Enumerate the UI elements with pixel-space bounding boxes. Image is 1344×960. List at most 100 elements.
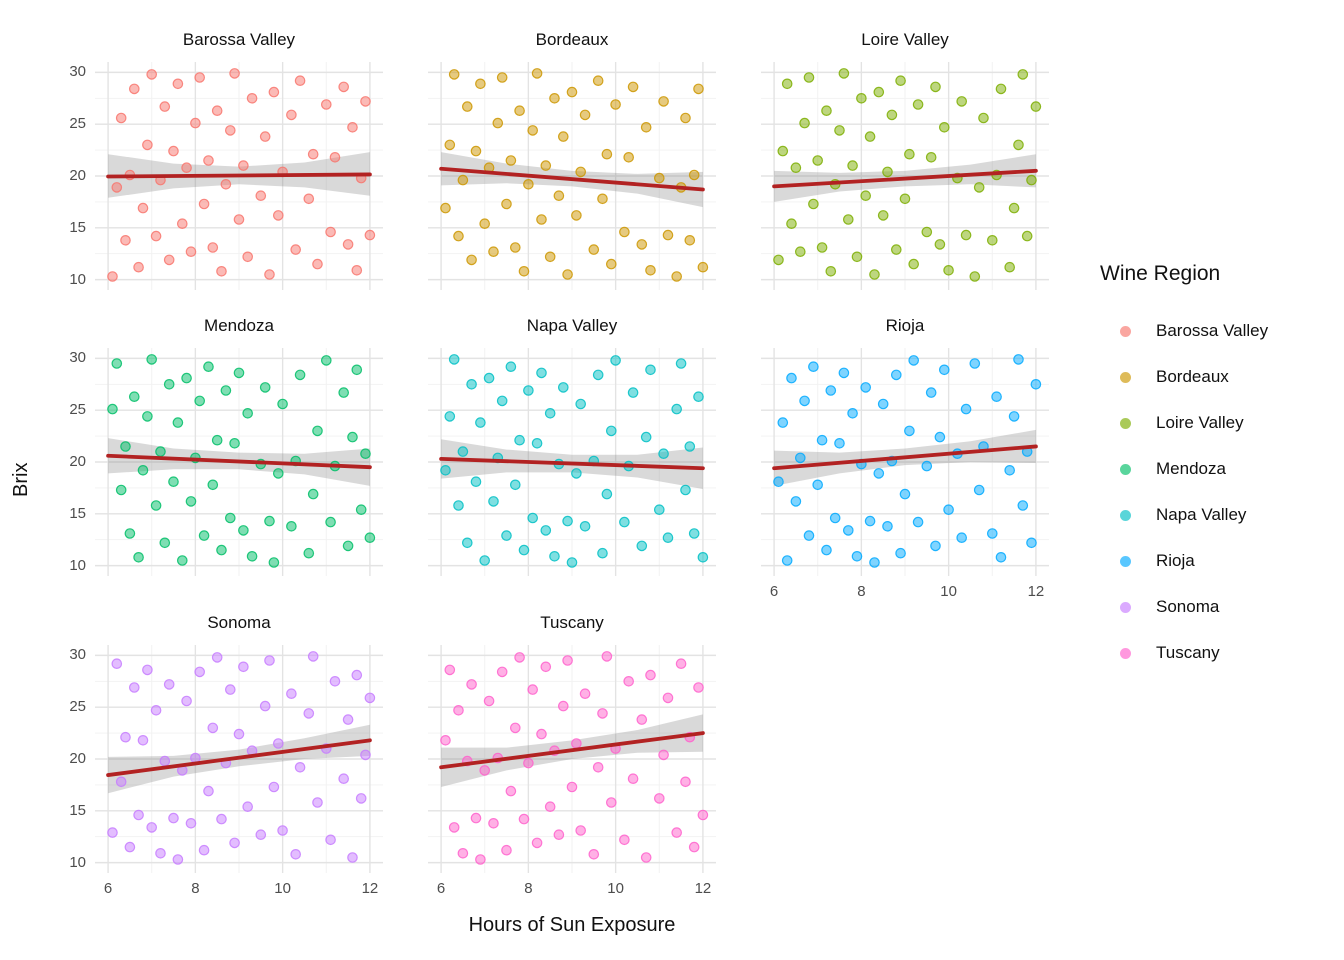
panel-plot [428, 62, 716, 290]
panel-title: Bordeaux [535, 30, 609, 49]
panel-title: Loire Valley [861, 30, 949, 49]
facet-panel-rioja: Rioja [761, 316, 1049, 576]
data-points [440, 651, 709, 865]
x-tick-label: 8 [191, 880, 200, 897]
x-tick-label: 12 [694, 880, 712, 897]
facet-panel-napa-valley: Napa Valley [428, 316, 716, 576]
legend-item-label: Tuscany [1156, 643, 1220, 662]
trend-line [106, 738, 372, 777]
trend-line [772, 444, 1038, 471]
trend-line [106, 172, 372, 179]
legend-item-barossa-valley: Barossa Valley [1100, 308, 1340, 354]
legend-item-label: Loire Valley [1156, 413, 1244, 432]
gridlines [95, 645, 383, 873]
facet-panel-mendoza: Mendoza [95, 316, 383, 576]
trend-line [439, 456, 705, 471]
legend-point-icon [1120, 647, 1131, 659]
y-tick-label: 15 [69, 801, 86, 819]
legend-point-icon [1120, 601, 1131, 613]
panel-plot [428, 348, 716, 576]
legend-item-label: Bordeaux [1156, 367, 1229, 386]
gridlines [95, 348, 383, 576]
y-axis-title: Brix [10, 462, 32, 497]
y-tick-label: 20 [69, 453, 86, 470]
legend-point-icon [1120, 325, 1131, 337]
y-tick-label: 30 [69, 63, 86, 81]
panel-plot [95, 645, 383, 873]
panel-plot [761, 348, 1049, 576]
x-tick-label: 6 [103, 880, 113, 897]
data-points [107, 68, 376, 282]
y-tick-label: 10 [69, 270, 86, 288]
y-tick-label: 30 [69, 349, 86, 367]
panel-title: Tuscany [540, 613, 604, 632]
y-tick-label: 20 [69, 167, 86, 184]
data-points [773, 68, 1042, 282]
y-tick-label: 15 [69, 504, 86, 522]
legend-item-loire-valley: Loire Valley [1100, 400, 1340, 446]
panel-plot [761, 62, 1049, 290]
trend-line [439, 731, 705, 770]
x-tick-label: 8 [524, 880, 533, 897]
trend-line [439, 166, 705, 192]
legend-item-tuscany: Tuscany [1100, 630, 1340, 676]
y-tick-label: 20 [69, 750, 86, 767]
y-tick-labels-row-3: 30 25 20 15 10 [52, 645, 86, 873]
legend-item-label: Napa Valley [1156, 505, 1247, 524]
facet-panel-bordeaux: Bordeaux [428, 30, 716, 290]
panel-title: Barossa Valley [182, 30, 296, 49]
gridlines [428, 62, 716, 290]
panel-plot [95, 62, 383, 290]
x-tick-label: 10 [274, 880, 291, 897]
legend-item-bordeaux: Bordeaux [1100, 354, 1340, 400]
trend-line [106, 453, 372, 470]
legend-item-mendoza: Mendoza [1100, 446, 1340, 492]
y-tick-label: 30 [69, 646, 86, 664]
legend-item-label: Rioja [1156, 551, 1195, 570]
legend-point-icon [1120, 463, 1131, 475]
legend-point-icon [1120, 371, 1131, 383]
trend-line [772, 168, 1038, 189]
x-tick-label: 6 [769, 583, 779, 600]
legend-item-rioja: Rioja [1100, 538, 1340, 584]
facet-panel-tuscany: Tuscany [428, 613, 716, 873]
x-tick-labels-sonoma: 6 8 10 12 [95, 879, 383, 901]
legend-point-icon [1120, 509, 1131, 521]
y-tick-label: 25 [69, 115, 86, 133]
panel-plot [428, 645, 716, 873]
panel-title: Napa Valley [526, 316, 618, 335]
x-tick-label: 12 [1027, 583, 1045, 600]
legend-item-label: Mendoza [1156, 459, 1226, 478]
y-tick-label: 15 [69, 218, 86, 236]
y-tick-label: 25 [69, 401, 86, 419]
legend-item-label: Barossa Valley [1156, 321, 1269, 340]
x-tick-label: 10 [607, 880, 624, 897]
facet-panel-barossa-valley: Barossa Valley [95, 30, 383, 290]
data-points [107, 354, 376, 568]
panel-plot [95, 348, 383, 576]
x-axis-title: Hours of Sun Exposure [468, 914, 676, 936]
x-tick-label: 8 [857, 583, 866, 600]
panel-title: Mendoza [204, 316, 274, 335]
x-tick-label: 12 [361, 880, 379, 897]
x-tick-labels-rioja: 6 8 10 12 [761, 582, 1049, 604]
data-points [773, 354, 1042, 568]
legend-items: Barossa Valley Bordeaux Loire Valley Mendoz… [1100, 308, 1340, 676]
y-tick-label: 10 [69, 853, 86, 871]
legend-title: Wine Region [1100, 262, 1221, 285]
panel-title: Rioja [885, 316, 925, 335]
legend: Wine Region Barossa Valley Bordeaux Loire … [1100, 262, 1340, 676]
facet-panel-sonoma: Sonoma [95, 613, 383, 873]
y-tick-label: 10 [69, 556, 86, 574]
data-points [107, 651, 376, 865]
legend-item-napa-valley: Napa Valley [1100, 492, 1340, 538]
y-tick-labels-row-1: 30 25 20 15 10 [52, 62, 86, 290]
legend-point-icon [1120, 555, 1131, 567]
legend-item-label: Sonoma [1156, 597, 1220, 616]
panel-title: Sonoma [207, 613, 271, 632]
facet-panel-loire-valley: Loire Valley [761, 30, 1049, 290]
y-tick-labels-row-2: 30 25 20 15 10 [52, 348, 86, 576]
legend-item-sonoma: Sonoma [1100, 584, 1340, 630]
x-tick-labels-tuscany: 6 8 10 12 [428, 879, 716, 901]
